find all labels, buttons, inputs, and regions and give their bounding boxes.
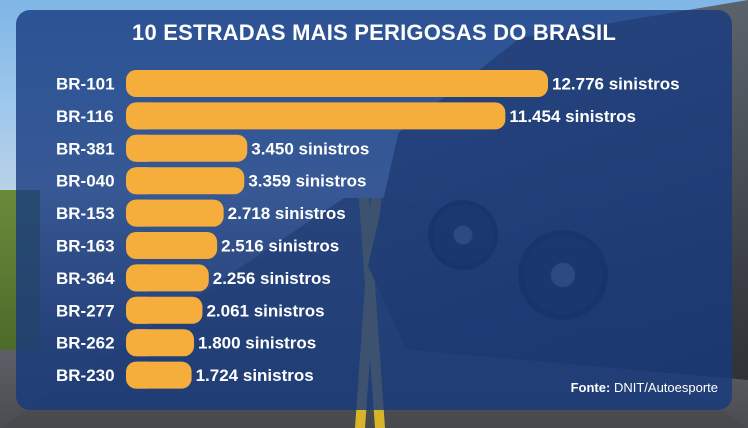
data-label: 3.359 sinistros (248, 172, 366, 191)
data-label: 2.256 sinistros (213, 269, 331, 288)
bar-edge (136, 167, 148, 195)
bar-edge (136, 329, 148, 357)
data-label: 2.516 sinistros (221, 237, 339, 256)
category-label: BR-262 (56, 334, 115, 353)
bar-edge (136, 199, 148, 227)
bar (126, 70, 548, 97)
source-note: Fonte: DNIT/Autoesporte (571, 380, 718, 395)
chart-title: 10 ESTRADAS MAIS PERIGOSAS DO BRASIL (132, 20, 616, 45)
bar (126, 199, 224, 227)
bar-edge (136, 134, 148, 162)
bar-edge (136, 264, 148, 292)
category-label: BR-153 (56, 204, 115, 223)
bar (126, 167, 245, 195)
category-label: BR-163 (56, 237, 115, 256)
data-label: 3.450 sinistros (251, 139, 369, 158)
data-label: 1.724 sinistros (196, 366, 314, 385)
bar-edge (136, 70, 148, 97)
bar (126, 102, 506, 130)
bar (126, 232, 218, 259)
bar-edge (136, 102, 148, 130)
data-label: 11.454 sinistros (509, 107, 636, 126)
category-label: BR-040 (56, 172, 115, 191)
category-label: BR-230 (56, 366, 115, 385)
data-label: 1.800 sinistros (198, 334, 316, 353)
bar-edge (136, 296, 148, 324)
data-label: 2.718 sinistros (228, 204, 346, 223)
data-label: 2.061 sinistros (206, 301, 324, 320)
source-label: Fonte: (570, 380, 611, 395)
category-label: BR-364 (56, 269, 115, 288)
bar (126, 361, 192, 389)
category-label: BR-101 (56, 75, 115, 94)
category-label: BR-381 (56, 139, 115, 158)
data-label: 12.776 sinistros (552, 75, 680, 94)
bar-edge (136, 361, 148, 389)
source-text: DNIT/Autoesporte (613, 380, 718, 395)
category-label: BR-277 (56, 301, 115, 320)
bar (126, 134, 248, 162)
bar-edge (136, 232, 148, 259)
category-label: BR-116 (56, 107, 114, 126)
